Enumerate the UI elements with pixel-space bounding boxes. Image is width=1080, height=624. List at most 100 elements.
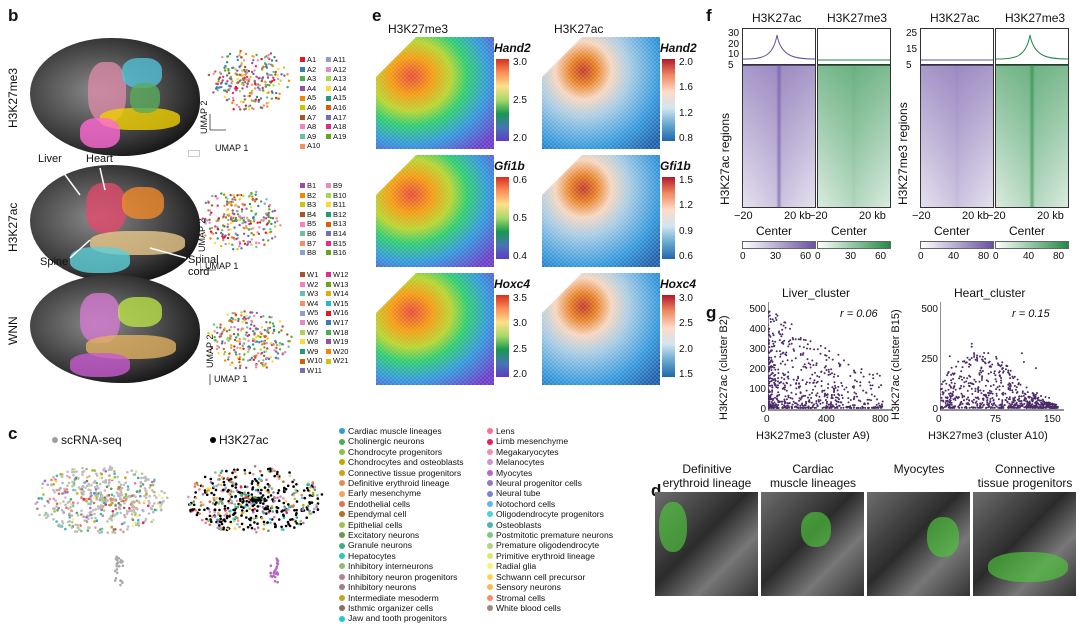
scatter-point xyxy=(768,314,771,317)
scatter-point xyxy=(837,400,840,403)
umap-point xyxy=(242,219,245,222)
scatter-point xyxy=(794,357,797,360)
integration-point xyxy=(81,466,84,470)
scatter-point xyxy=(1013,384,1016,387)
scatter-point xyxy=(953,382,956,385)
celltype-name: Epithelial cells xyxy=(348,519,403,530)
integration-point xyxy=(138,513,141,517)
celltype-name: Premature oligodendrocyte xyxy=(496,540,600,551)
scatter-point xyxy=(993,406,996,409)
cluster-name: W18 xyxy=(333,327,349,337)
umap-point xyxy=(265,63,268,66)
umap1-label-2: UMAP 1 xyxy=(205,261,239,271)
integration-point xyxy=(78,528,81,531)
integration-point xyxy=(232,513,235,516)
scatter-point xyxy=(804,394,807,397)
scatter-point xyxy=(807,396,809,399)
umap-point xyxy=(222,193,226,197)
colorbar-tick: 1.5 xyxy=(679,175,693,186)
integration-point xyxy=(155,496,158,499)
scatter-point xyxy=(945,382,948,385)
umap-point xyxy=(271,331,275,335)
umap-point xyxy=(231,96,235,100)
integration-point xyxy=(120,486,124,490)
cluster-legend-item: W2 xyxy=(300,280,326,290)
celltype-name: Cardiac muscle lineages xyxy=(348,426,442,436)
integration-point xyxy=(262,527,265,531)
umap-point xyxy=(275,217,278,220)
scatter-point xyxy=(812,364,815,367)
scatter-point xyxy=(821,390,824,393)
integration-point xyxy=(246,525,250,529)
integration-point xyxy=(277,518,281,521)
scatter-point xyxy=(831,358,834,361)
scatter-point xyxy=(812,381,815,384)
scatter-point xyxy=(948,401,951,403)
cluster-name: B3 xyxy=(307,200,317,210)
cluster-legend-item: B2 xyxy=(300,191,326,201)
umap-point xyxy=(221,55,224,59)
celltype-name: Limb mesenchyme xyxy=(496,436,569,447)
integration-point xyxy=(72,488,75,492)
scatter-point xyxy=(973,355,976,358)
integration-point xyxy=(231,481,235,485)
integration-point xyxy=(301,508,305,511)
integration-point xyxy=(61,481,64,485)
scatter-point xyxy=(795,379,798,382)
umap-point xyxy=(265,102,268,105)
scatter-point xyxy=(985,379,988,382)
umap-point xyxy=(230,326,233,329)
integration-point xyxy=(294,488,297,492)
cluster-swatch xyxy=(300,76,305,82)
umap-point xyxy=(218,71,222,74)
umap-point xyxy=(287,79,291,82)
cluster-legend-item: B8 xyxy=(300,248,326,258)
celltype-name: Neural tube xyxy=(496,488,541,499)
cluster-legend-item: W15 xyxy=(326,299,352,309)
scatter-point xyxy=(768,339,771,342)
integration-point xyxy=(311,482,315,486)
profile-center-label: Center xyxy=(1009,224,1046,238)
scatter-point xyxy=(970,387,973,390)
cluster-swatch xyxy=(326,76,331,82)
cluster-name: A17 xyxy=(333,112,347,122)
integration-point xyxy=(128,507,131,510)
integration-point xyxy=(236,519,240,522)
umap-point xyxy=(250,191,253,195)
umap-point xyxy=(225,203,229,206)
integration-point xyxy=(255,530,258,534)
umap-point xyxy=(227,214,230,217)
umap-point xyxy=(207,73,211,77)
umap-point xyxy=(243,108,246,111)
scale-bar xyxy=(188,150,200,157)
integration-point xyxy=(216,526,219,530)
scatter-point xyxy=(805,402,808,405)
profile-cbar-tick: 40 xyxy=(1023,251,1035,262)
celltype-name: Inhibitory neurons xyxy=(348,582,417,593)
scatter-point xyxy=(819,352,822,355)
umap-point xyxy=(267,331,270,334)
integration-point xyxy=(94,508,98,511)
scatter-point xyxy=(1007,398,1010,401)
integration-point xyxy=(219,528,223,531)
scatter-point xyxy=(827,403,830,406)
profile-cbar-tick: 30 xyxy=(770,251,782,262)
scatter-point xyxy=(950,403,953,406)
cluster-name: W3 xyxy=(307,289,319,299)
umap-point xyxy=(255,190,258,194)
integration-point xyxy=(251,480,254,483)
celltype-dot-icon xyxy=(339,511,345,518)
umap-point xyxy=(238,65,241,69)
umap-point xyxy=(240,63,243,67)
integration-point xyxy=(199,501,203,504)
celltype-name: Notochord cells xyxy=(496,498,556,509)
integration-point xyxy=(152,510,155,514)
scatter-point xyxy=(977,388,979,391)
scatter-point xyxy=(792,378,795,381)
scatter-point xyxy=(987,352,990,355)
integration-point xyxy=(218,520,222,523)
integration-point xyxy=(240,514,243,517)
celltype-name: Jaw and tooth progenitors xyxy=(348,613,447,624)
scatter-point xyxy=(783,400,786,403)
scatter-title: Liver_cluster xyxy=(782,286,851,300)
